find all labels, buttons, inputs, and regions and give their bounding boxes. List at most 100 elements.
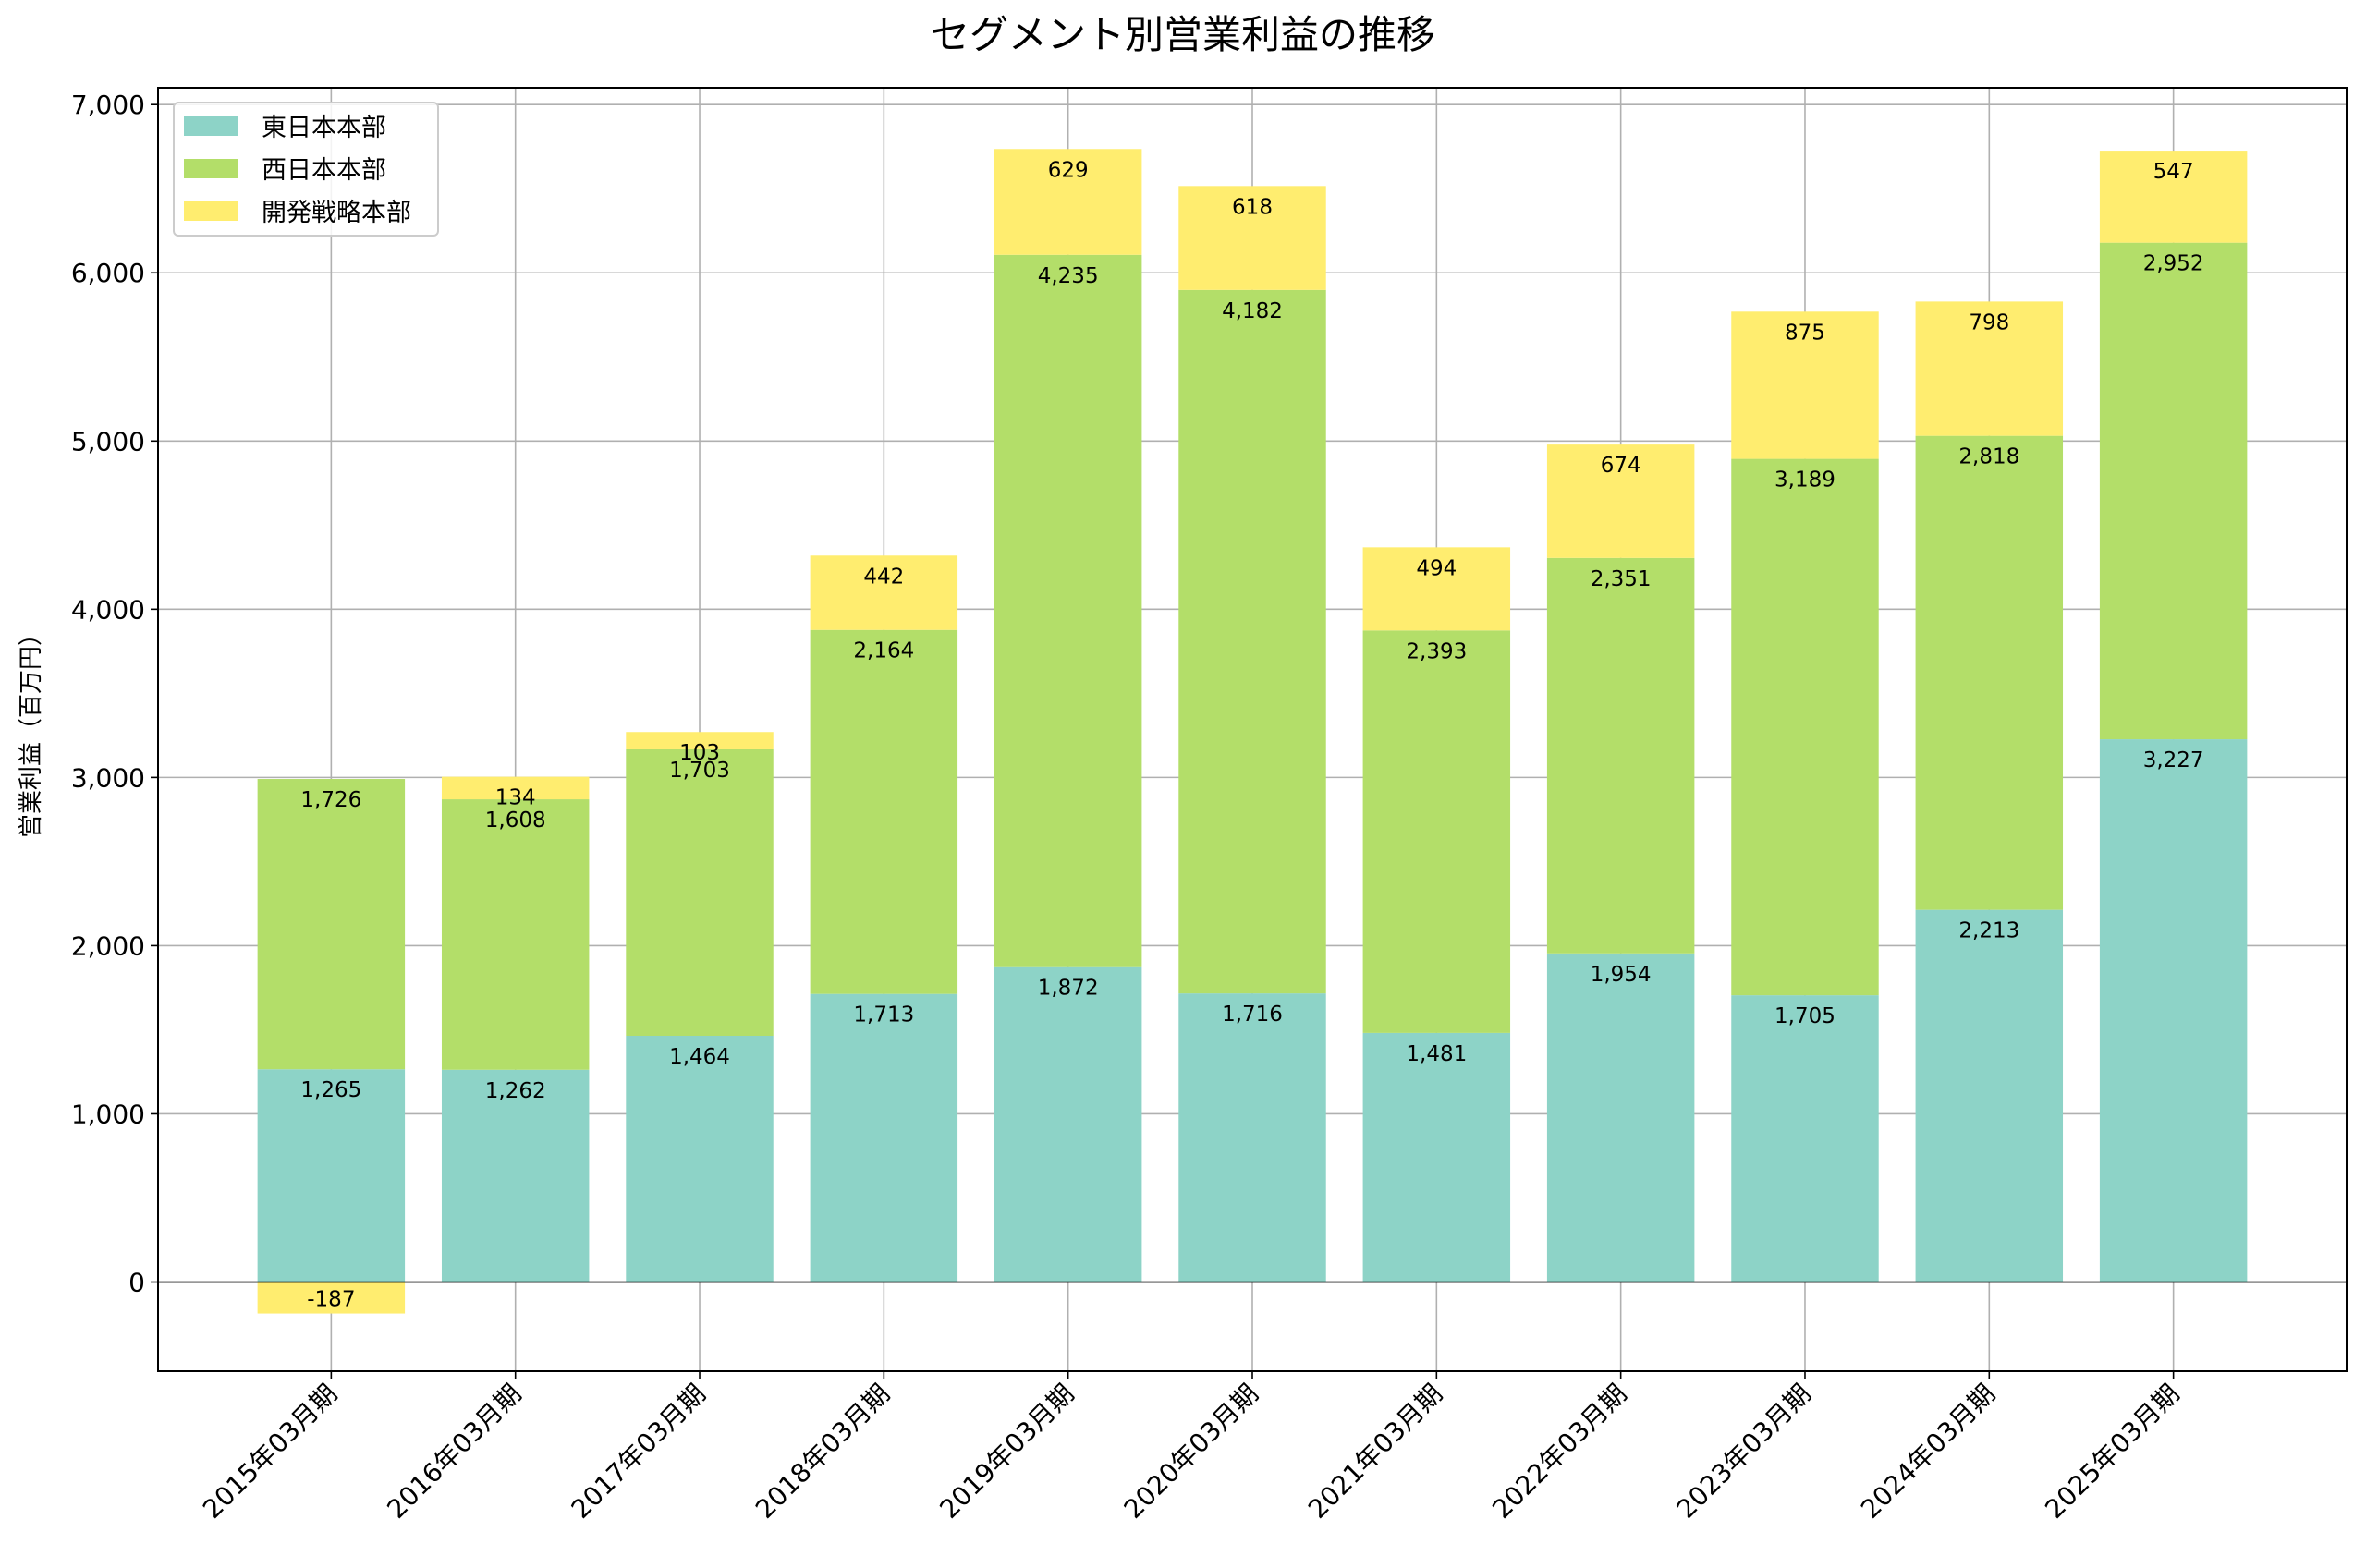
bar-segment: [257, 1069, 406, 1282]
data-label: 1,705: [1774, 1004, 1835, 1028]
x-tick-label: 2022年03月期: [1486, 1379, 1632, 1525]
bar-segment: [441, 1069, 590, 1282]
data-label: 1,954: [1591, 963, 1652, 987]
bar-segment: [626, 748, 774, 1037]
bar-segment: [2099, 739, 2248, 1282]
y-tick-label: 4,000: [71, 594, 145, 625]
data-label: 618: [1232, 195, 1273, 219]
data-label: 2,351: [1591, 567, 1652, 591]
bar-segment: [2099, 242, 2248, 740]
y-axis-label: 営業利益（百万円）: [18, 622, 45, 838]
bar-segment: [1731, 311, 1879, 459]
bar-segment: [257, 779, 406, 1070]
legend-swatch: [184, 201, 238, 221]
bar-segment: [2099, 151, 2248, 243]
data-label: 1,608: [485, 808, 546, 833]
legend-swatch: [184, 159, 238, 178]
data-label: 1,464: [669, 1045, 730, 1069]
y-tick-label: 2,000: [71, 930, 145, 961]
bar-segment: [1915, 435, 2064, 910]
data-label: 1,481: [1406, 1042, 1467, 1066]
data-label: 2,952: [2143, 252, 2204, 276]
bars: [257, 149, 2248, 1314]
legend-swatch: [184, 116, 238, 136]
bar-segment: [626, 1036, 774, 1282]
x-tick-label: 2017年03月期: [566, 1379, 712, 1525]
bar-segment: [810, 993, 958, 1282]
bar-segment: [1362, 1032, 1511, 1282]
x-tick-label: 2025年03月期: [2039, 1379, 2185, 1525]
y-tick-label: 6,000: [71, 258, 145, 288]
data-label: 2,818: [1958, 445, 2019, 469]
bar-segment: [1362, 547, 1511, 631]
data-label: 4,235: [1038, 264, 1099, 288]
bar-segment: [1178, 289, 1326, 994]
x-tick-label: 2024年03月期: [1855, 1379, 2001, 1525]
bar-segment: [1178, 993, 1326, 1282]
legend-label: 東日本本部: [262, 114, 386, 142]
bar-segment: [994, 254, 1142, 967]
data-label: 442: [863, 565, 904, 589]
data-label: 1,726: [300, 788, 361, 812]
data-label: 798: [1969, 310, 2009, 334]
chart-title: セグメント別営業利益の推移: [931, 12, 1435, 57]
data-label: 103: [679, 741, 720, 765]
x-tick-label: 2021年03月期: [1302, 1379, 1448, 1525]
bar-segment: [994, 149, 1142, 255]
bar-segment: [1546, 557, 1695, 954]
data-label: 134: [495, 786, 536, 810]
x-tick-label: 2019年03月期: [933, 1379, 1079, 1525]
y-tick-label: 3,000: [71, 762, 145, 793]
y-axis-ticks: 0 1,000 2,000 3,000 4,000 5,000 6,000 7,000: [71, 90, 158, 1298]
x-tick-label: 2016年03月期: [381, 1379, 527, 1525]
data-label: 1,262: [485, 1079, 546, 1103]
x-tick-label: 2020年03月期: [1118, 1379, 1264, 1525]
y-tick-label: 0: [128, 1268, 145, 1298]
data-label: 4,182: [1222, 299, 1283, 323]
data-label: 2,213: [1958, 919, 2019, 943]
bar-segment: [994, 966, 1142, 1282]
bar-segment: [1915, 909, 2064, 1282]
x-tick-label: 2015年03月期: [197, 1379, 343, 1525]
x-tick-label: 2023年03月期: [1671, 1379, 1817, 1525]
bar-segment: [257, 1282, 406, 1314]
y-tick-label: 7,000: [71, 90, 145, 120]
x-axis-ticks: 2015年03月期 2016年03月期 2017年03月期 2018年03月期 2019…: [197, 1371, 2186, 1525]
data-label: -187: [307, 1288, 355, 1312]
y-tick-label: 1,000: [71, 1099, 145, 1129]
bar-segment: [1915, 301, 2064, 436]
data-label: 2,164: [853, 639, 914, 663]
data-label: 1,703: [669, 759, 730, 783]
bar-segment: [1546, 444, 1695, 558]
bar-segment: [441, 776, 590, 800]
x-tick-label: 2018年03月期: [750, 1379, 896, 1525]
data-label: 2,393: [1406, 639, 1467, 663]
legend-label: 西日本本部: [262, 156, 386, 185]
data-label: 1,716: [1222, 1003, 1283, 1027]
data-label: 3,227: [2143, 748, 2204, 772]
bar-segment: [810, 555, 958, 630]
bar-segment: [1731, 458, 1879, 996]
bar-segment: [1178, 186, 1326, 290]
data-label: 1,872: [1038, 977, 1099, 1001]
y-tick-label: 5,000: [71, 426, 145, 456]
legend-box: [173, 102, 439, 237]
data-label: 3,189: [1774, 468, 1835, 492]
bar-segment: [1546, 953, 1695, 1282]
bar-segment: [1362, 630, 1511, 1033]
bar-segment: [626, 732, 774, 749]
data-label: 629: [1048, 158, 1089, 182]
bar-segment: [810, 629, 958, 994]
data-label: 547: [2153, 160, 2194, 184]
data-label: 1,265: [300, 1078, 361, 1102]
data-label: 494: [1416, 556, 1457, 580]
bar-segment: [441, 799, 590, 1070]
legend-label: 開発戦略本部: [262, 199, 411, 227]
bar-segment: [1731, 995, 1879, 1282]
data-label: 875: [1785, 321, 1825, 345]
data-label: 674: [1601, 454, 1641, 478]
data-label: 1,713: [853, 1003, 914, 1027]
